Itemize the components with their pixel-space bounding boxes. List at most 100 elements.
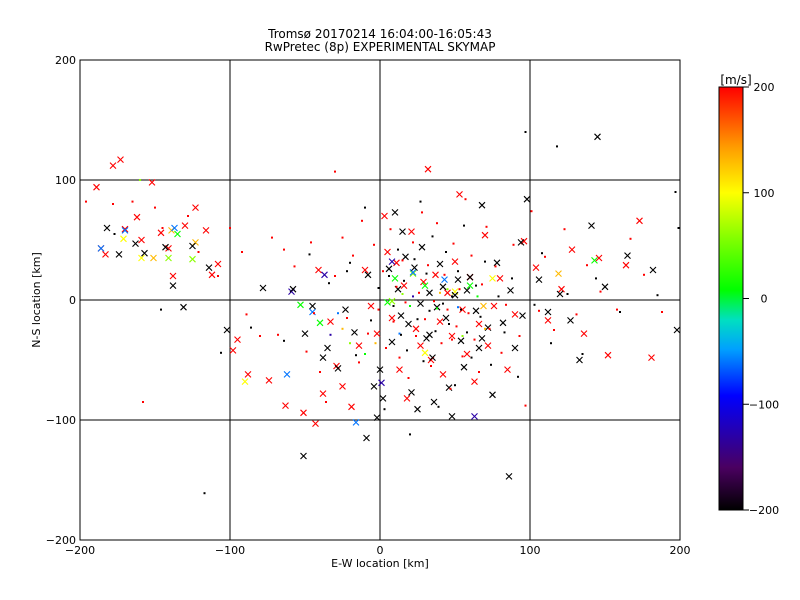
data-point-x [433, 303, 441, 311]
data-point-dot [259, 335, 261, 337]
data-point-x [622, 261, 630, 269]
data-point-dot [544, 255, 546, 258]
data-point-dot [484, 260, 486, 263]
data-point-dot [398, 332, 401, 335]
data-point-dot [203, 492, 206, 495]
data-point-x [397, 312, 405, 319]
data-point-dot [131, 200, 134, 203]
data-point-x [484, 342, 492, 349]
data-point-x [378, 379, 385, 387]
data-point-x [624, 252, 631, 259]
data-point-x [504, 366, 511, 373]
data-point-x [321, 271, 328, 279]
data-point-x [316, 319, 324, 327]
data-point-dot [427, 264, 429, 267]
data-point-dot [451, 295, 453, 298]
data-point-dot [388, 275, 390, 277]
y-tick-label: −200 [46, 534, 76, 547]
data-point-x [373, 414, 381, 421]
data-point-x [493, 259, 501, 267]
data-point-dot [442, 302, 444, 305]
data-point-dot [413, 258, 416, 261]
data-point-x [399, 228, 406, 235]
data-point-x [393, 259, 400, 267]
data-point-dot [629, 237, 632, 240]
data-point-dot [479, 315, 482, 318]
data-point-x [388, 258, 396, 265]
data-point-dot [377, 287, 380, 289]
data-point-x [361, 266, 369, 274]
data-point-dot [616, 308, 618, 311]
data-point-x [409, 270, 417, 277]
data-point-dot [538, 309, 540, 312]
data-point-dot [517, 375, 519, 378]
data-point-dot [530, 210, 533, 213]
data-point-dot [436, 307, 438, 310]
data-point-dot [346, 317, 348, 319]
data-point-x [489, 391, 496, 399]
data-point-x [429, 354, 436, 361]
data-point-dot [337, 312, 339, 315]
data-point-x [432, 271, 439, 279]
data-point-x [364, 271, 372, 279]
data-point-dot [575, 313, 578, 316]
colorbar-ticks: 200 100 0 −100 −200 [743, 81, 779, 517]
data-point-x [496, 275, 504, 282]
data-point-x [478, 201, 486, 209]
data-point-x [384, 299, 391, 306]
data-point-dot [283, 248, 285, 251]
data-point-dot [452, 242, 455, 245]
data-point-x [408, 228, 415, 235]
data-point-x [148, 179, 156, 186]
data-point-x [103, 224, 111, 232]
data-point-dot [349, 261, 351, 264]
data-point-x [141, 249, 148, 257]
data-point-dot [458, 288, 461, 291]
data-point-dot [656, 294, 659, 297]
data-point-x [265, 377, 273, 384]
data-point-dot [329, 333, 332, 336]
data-point-x [388, 297, 396, 305]
data-point-x [576, 356, 583, 364]
data-point-dot [475, 284, 477, 287]
data-point-x [169, 272, 177, 280]
data-point-x [400, 282, 408, 289]
data-point-dot [308, 253, 311, 256]
data-point-dot [541, 252, 543, 255]
data-point-dot [374, 342, 377, 345]
data-point-x [418, 243, 426, 251]
data-point-dot [418, 291, 420, 294]
data-point-dot [161, 227, 164, 229]
data-point-x [373, 330, 381, 337]
data-point-x [319, 390, 327, 397]
data-point-dot [346, 270, 348, 273]
data-point-x [466, 273, 474, 281]
data-point-dot [422, 360, 425, 363]
data-point-dot [478, 371, 480, 373]
data-point-x [405, 320, 412, 328]
colorbar-label: [m/s] [720, 73, 751, 87]
data-point-dot [505, 303, 507, 306]
data-point-dot [415, 335, 417, 337]
data-point-x [411, 264, 418, 271]
data-point-x [436, 260, 444, 268]
data-point-dot [400, 333, 402, 336]
data-point-dot [403, 279, 405, 282]
data-point-x [162, 243, 169, 251]
data-point-x [115, 251, 123, 258]
data-point-x [315, 266, 322, 274]
data-point-dot [395, 285, 398, 288]
data-point-x [507, 287, 514, 294]
data-point-x [580, 330, 588, 337]
data-point-x [339, 383, 346, 390]
data-point-x [189, 255, 196, 263]
data-point-dot [352, 254, 354, 257]
data-point-dot [460, 308, 462, 311]
data-point-dot [643, 273, 645, 276]
data-point-dot [139, 179, 141, 181]
data-point-dot [424, 318, 426, 321]
x-axis-ticks: −200 −100 0 100 200 [65, 544, 691, 557]
data-point-x [223, 326, 231, 334]
data-point-x [150, 254, 157, 262]
data-point-x [478, 335, 486, 342]
